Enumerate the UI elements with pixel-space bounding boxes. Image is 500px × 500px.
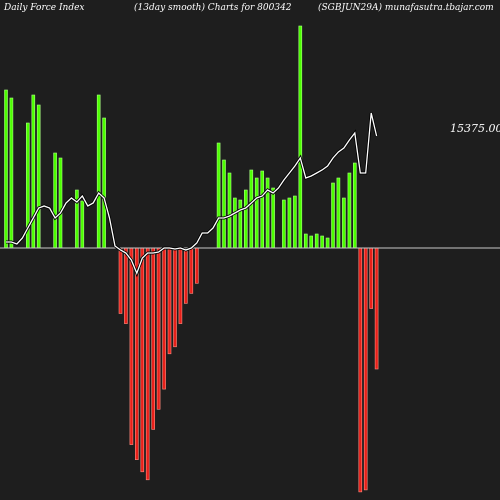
force-index-bar (303, 233, 308, 249)
force-index-bar (358, 247, 363, 493)
chart-title-right: (SGBJUN29A) munafasutra.tbajar.com (318, 3, 494, 13)
force-index-bar (178, 247, 183, 324)
force-index-bar (244, 189, 248, 249)
force-index-bar (298, 25, 303, 249)
smooth-line (6, 112, 378, 275)
force-index-bar (36, 104, 41, 249)
force-index-bar (309, 235, 314, 249)
force-index-bar (342, 197, 346, 249)
force-index-bar (254, 177, 259, 249)
force-index-bar (227, 172, 232, 249)
force-index-bar (238, 199, 243, 249)
force-index-bar (347, 172, 352, 249)
last-value-label: 15375.00 (450, 122, 500, 135)
force-index-bar (233, 197, 237, 249)
force-index-bar (53, 152, 57, 249)
force-index-bar (314, 233, 319, 249)
force-index-bar (31, 94, 36, 249)
force-index-bar (260, 170, 265, 249)
force-index-bar (9, 97, 14, 249)
force-index-bar (173, 247, 177, 348)
force-index-bar (363, 247, 368, 491)
force-index-bar (222, 159, 226, 249)
chart-title-middle: (13day smooth) Charts for 800342 (134, 3, 292, 13)
force-index-bar (129, 247, 134, 445)
force-index-bar (352, 162, 357, 249)
force-index-bar (195, 247, 199, 284)
force-index-bar (80, 200, 85, 249)
force-index-bar (156, 247, 161, 410)
force-index-bar (293, 195, 297, 249)
force-index-bar (320, 235, 324, 249)
force-index-bar (331, 182, 335, 249)
force-index-bar (271, 187, 275, 249)
force-index-bar (325, 237, 330, 249)
force-index-bar (145, 247, 150, 481)
force-index-bar (249, 169, 254, 249)
force-index-bar (151, 247, 155, 430)
force-index-bars (4, 25, 379, 493)
force-index-bar (336, 177, 341, 249)
force-index-bar (167, 247, 172, 355)
force-index-bar (287, 197, 292, 249)
force-index-bar (135, 247, 139, 460)
chart-title-left: Daily Force Index (4, 3, 85, 13)
force-index-bar (58, 157, 63, 249)
force-index-bar (216, 142, 221, 249)
force-index-bar (374, 247, 379, 370)
force-index-bar (189, 247, 194, 294)
force-index-bar (4, 89, 8, 249)
force-index-bar (184, 247, 188, 304)
force-index-bar (162, 247, 166, 390)
force-index-bar (140, 247, 145, 473)
force-index-bar (124, 247, 128, 324)
force-index-bar (282, 199, 286, 249)
force-index-bar (369, 247, 374, 309)
force-index-bar (102, 117, 106, 249)
force-index-bar (118, 247, 123, 314)
force-index-bar (96, 94, 101, 249)
